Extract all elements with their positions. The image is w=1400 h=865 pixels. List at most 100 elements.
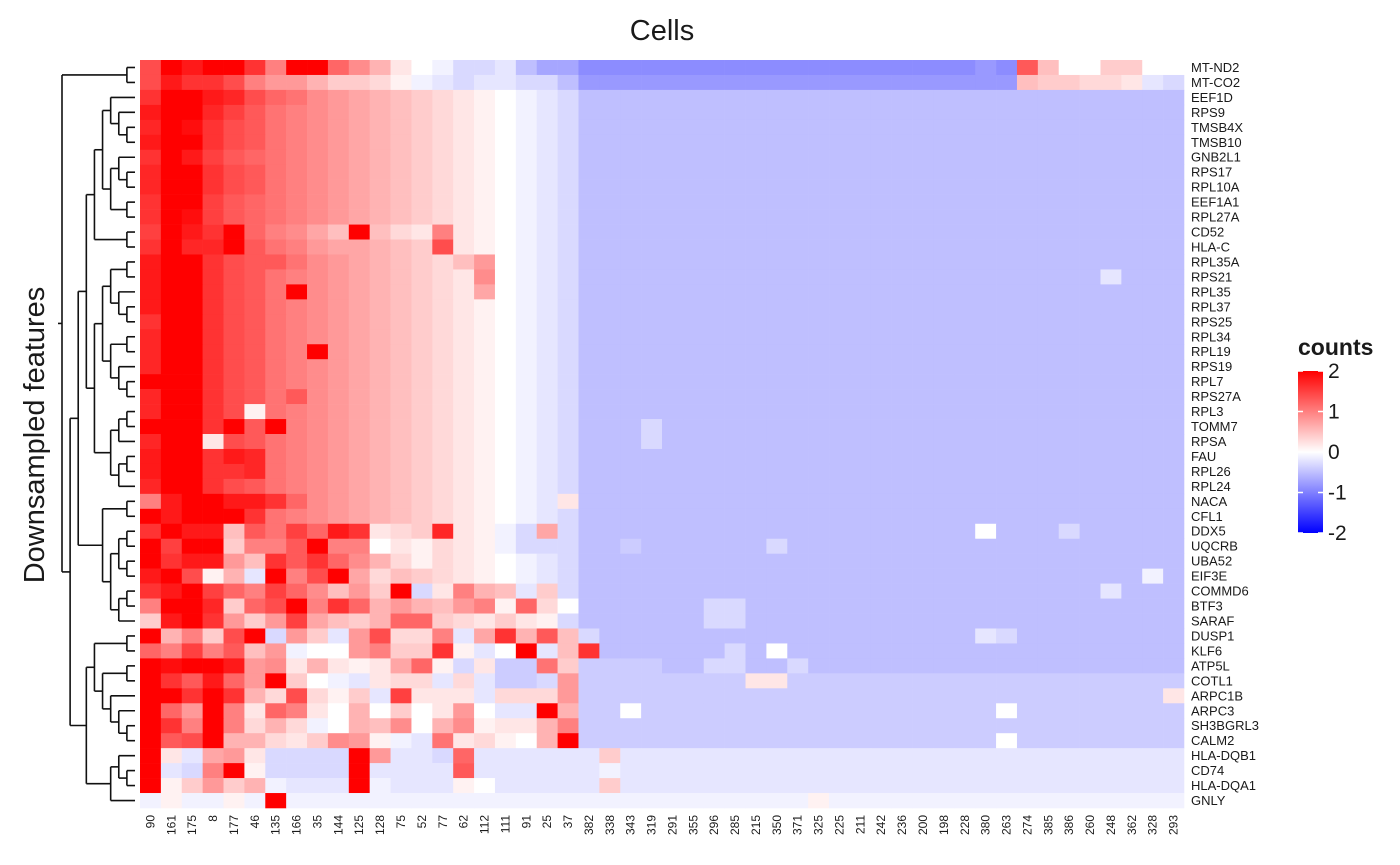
heatmap-cell: [181, 508, 203, 525]
heatmap-cell: [286, 568, 308, 584]
heatmap-cell: [849, 553, 872, 569]
heatmap-cell: [912, 149, 934, 166]
heatmap-cell: [724, 164, 746, 180]
heatmap-cell: [578, 314, 600, 330]
heatmap-cell: [912, 793, 934, 809]
heatmap-cell: [1079, 419, 1101, 435]
column-label: 293: [1167, 815, 1181, 835]
heatmap-cell: [244, 598, 266, 614]
heatmap-cell: [662, 209, 684, 225]
heatmap-cell: [1079, 718, 1101, 734]
heatmap-cell: [1037, 89, 1060, 106]
heatmap-cell: [829, 194, 851, 210]
heatmap-cell: [390, 733, 412, 749]
heatmap-cell: [662, 523, 684, 540]
heatmap-cell: [703, 104, 725, 121]
heatmap-cell: [307, 74, 329, 91]
heatmap-cell: [348, 419, 370, 435]
heatmap-cell: [1058, 583, 1080, 599]
heatmap-cell: [891, 733, 913, 749]
heatmap-cell: [641, 344, 663, 360]
heatmap-cell: [912, 703, 934, 719]
heatmap-cell: [620, 613, 642, 629]
heatmap-cell: [223, 763, 245, 779]
heatmap-cell: [160, 434, 183, 450]
heatmap-cell: [327, 149, 350, 166]
heatmap-cell: [849, 628, 872, 644]
heatmap-cell: [1058, 718, 1080, 734]
heatmap-cell: [286, 598, 308, 614]
heatmap-cell: [1121, 628, 1143, 644]
heatmap-cell: [954, 239, 976, 255]
heatmap-cell: [954, 478, 976, 495]
heatmap-cell: [599, 748, 621, 764]
heatmap-cell: [1016, 179, 1039, 195]
heatmap-cell: [1058, 628, 1080, 644]
heatmap-cell: [1058, 404, 1080, 420]
heatmap-cell: [557, 194, 579, 210]
heatmap-cell: [849, 209, 872, 225]
heatmap-cell: [662, 538, 684, 554]
heatmap-cell: [870, 763, 892, 779]
heatmap-cell: [536, 239, 558, 255]
heatmap-cell: [369, 194, 391, 210]
heatmap-cell: [1079, 374, 1101, 390]
heatmap-cell: [160, 404, 183, 420]
heatmap-cell: [140, 224, 162, 240]
heatmap-cell: [390, 643, 412, 659]
heatmap-cell: [933, 763, 955, 779]
heatmap-cell: [787, 60, 809, 76]
heatmap-cell: [1016, 703, 1039, 719]
heatmap-cell: [996, 284, 1018, 300]
heatmap-cell: [411, 329, 433, 345]
heatmap-cell: [1100, 134, 1122, 151]
heatmap-cell: [432, 628, 454, 644]
heatmap-cell: [808, 673, 830, 689]
heatmap-cell: [933, 60, 955, 76]
heatmap-cell: [453, 793, 475, 809]
heatmap-cell: [641, 733, 663, 749]
heatmap-cell: [641, 778, 663, 794]
heatmap-cell: [140, 793, 162, 809]
heatmap-cell: [724, 60, 746, 76]
heatmap-cell: [1058, 763, 1080, 779]
heatmap-cell: [202, 583, 224, 599]
heatmap-cell: [265, 194, 287, 210]
column-label: 25: [540, 815, 554, 829]
heatmap-cell: [662, 329, 684, 345]
heatmap-cell: [160, 673, 183, 689]
heatmap-cell: [140, 104, 162, 121]
heatmap-cell: [891, 673, 913, 689]
heatmap-cell: [933, 74, 955, 91]
heatmap-cell: [849, 239, 872, 255]
heatmap-cell: [307, 254, 329, 270]
heatmap-cell: [682, 613, 705, 629]
heatmap-cell: [453, 269, 475, 285]
heatmap-cell: [286, 374, 308, 390]
heatmap-cell: [787, 299, 809, 315]
heatmap-cell: [808, 359, 830, 375]
heatmap-cell: [954, 149, 976, 166]
heatmap-cell: [870, 164, 892, 180]
heatmap-cell: [223, 194, 245, 210]
heatmap-cell: [244, 733, 266, 749]
heatmap-cell: [369, 658, 391, 674]
heatmap-cell: [641, 598, 663, 614]
heatmap-cell: [348, 374, 370, 390]
heatmap-cell: [327, 793, 350, 809]
heatmap-cell: [1016, 583, 1039, 599]
heatmap-cell: [474, 419, 496, 435]
heatmap-cell: [891, 134, 913, 151]
heatmap-cell: [1121, 164, 1143, 180]
heatmap-cell: [808, 463, 830, 480]
heatmap-cell: [1163, 119, 1185, 136]
heatmap-cell: [1058, 194, 1080, 210]
heatmap-cell: [808, 134, 830, 151]
heatmap-cell: [160, 463, 183, 480]
heatmap-cell: [307, 284, 329, 300]
heatmap-cell: [494, 359, 517, 375]
heatmap-cell: [1058, 389, 1080, 405]
heatmap-cell: [933, 224, 955, 240]
column-label: 382: [582, 815, 596, 835]
heatmap-cell: [891, 194, 913, 210]
